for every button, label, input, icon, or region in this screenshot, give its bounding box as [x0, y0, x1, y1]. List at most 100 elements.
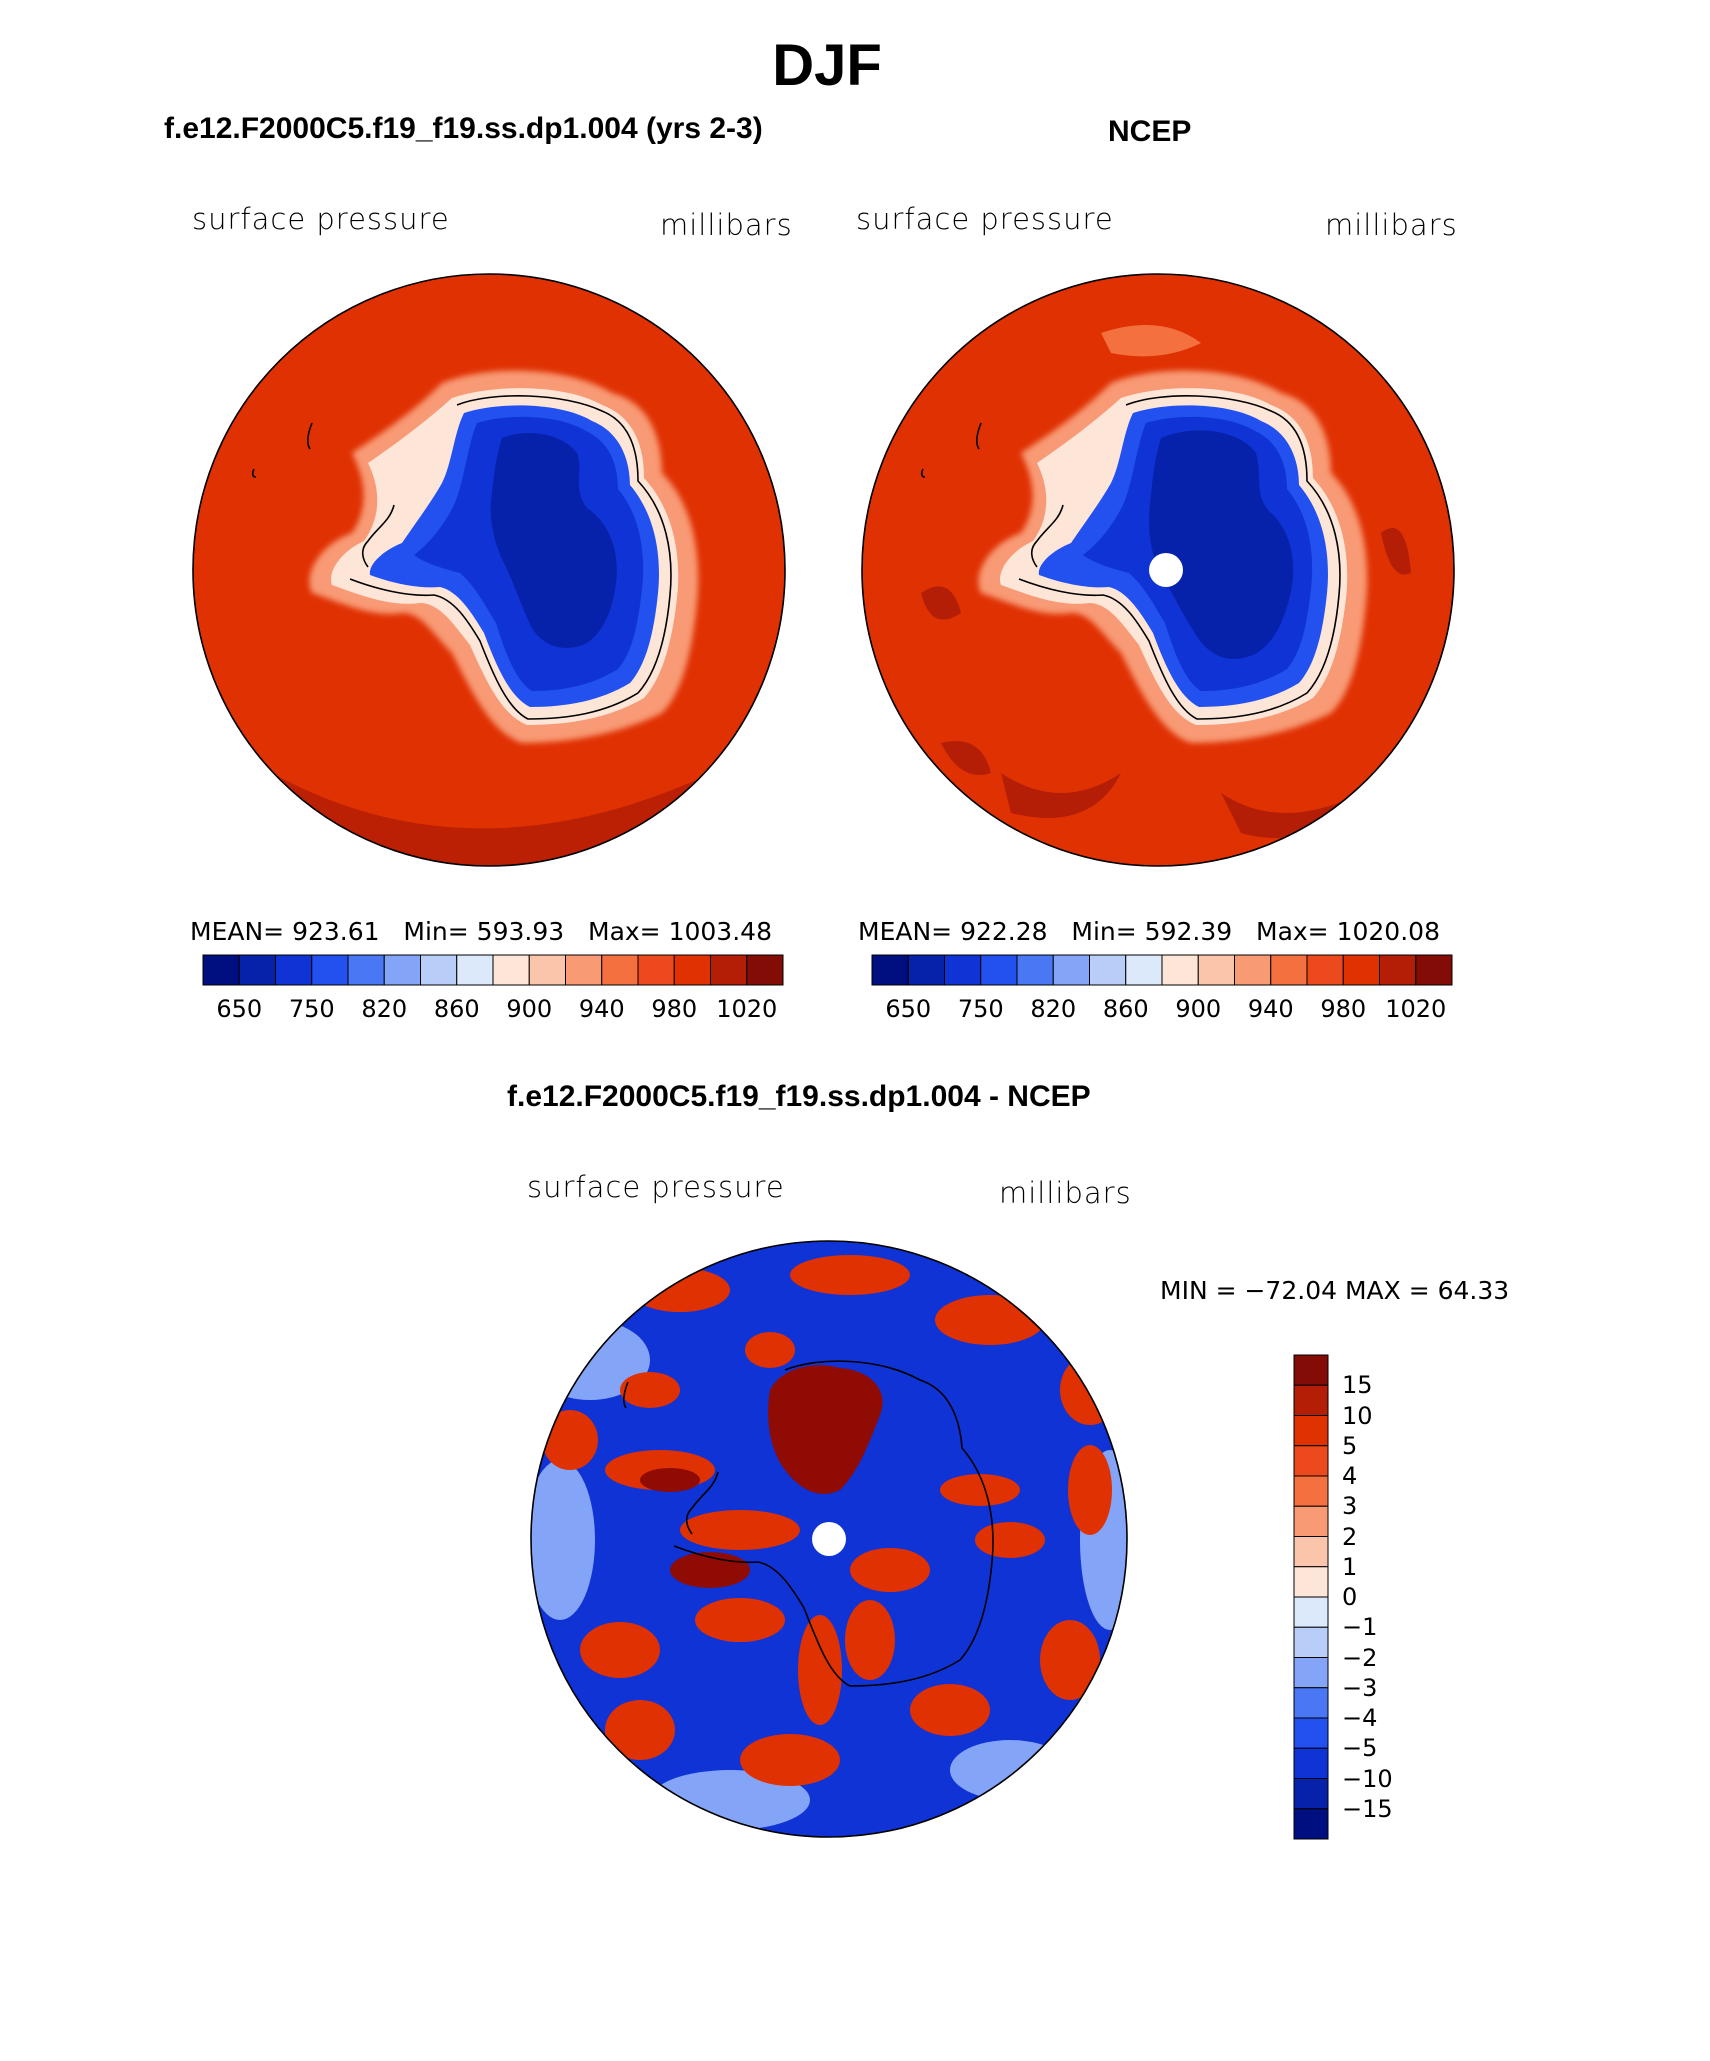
min-value: 593.93	[476, 917, 565, 946]
diff-patch	[695, 1598, 785, 1642]
diff-patch	[605, 1700, 675, 1760]
diff-patch	[975, 1522, 1045, 1558]
diff-patch	[798, 1615, 842, 1725]
colorbar-tick-label: −2	[1342, 1643, 1378, 1672]
colorbar-tick-label: 940	[1247, 995, 1294, 1023]
model-variable-label: surface pressure	[192, 202, 450, 236]
pole-hole	[1149, 553, 1183, 587]
diff-patch	[531, 1460, 595, 1620]
obs-panel-title: NCEP	[1108, 115, 1192, 148]
diff-units-label: millibars	[999, 1176, 1132, 1210]
diff-patch	[740, 1734, 840, 1786]
colorbar-tick-label: 900	[506, 995, 553, 1023]
colorbar-swatch	[456, 954, 494, 986]
diff-patch	[910, 1684, 990, 1736]
colorbar-tick-label: 5	[1342, 1431, 1358, 1460]
max-label: Max=	[1256, 917, 1329, 946]
colorbar-tick-label: −1	[1342, 1613, 1378, 1642]
diff-panel-title: f.e12.F2000C5.f19_f19.ss.dp1.004 - NCEP	[507, 1080, 1091, 1113]
diff-polar-map	[530, 1240, 1128, 1838]
coastline	[920, 395, 1341, 720]
colorbar-swatch	[1052, 954, 1090, 986]
colorbar-swatch	[1293, 1505, 1329, 1537]
colorbar-swatch	[871, 954, 909, 986]
colorbar-tick-label: 4	[1342, 1462, 1358, 1490]
mean-label: MEAN=	[190, 917, 285, 946]
colorbar-swatch	[1293, 1596, 1329, 1628]
colorbar-tick-label: 1020	[1385, 995, 1447, 1023]
figure-title: DJF	[772, 33, 882, 98]
colorbar-swatch	[637, 954, 675, 986]
pole-hole	[812, 1522, 846, 1556]
ocean-dark-patch	[921, 586, 961, 620]
obs-colorbar	[871, 954, 1453, 986]
colorbar-swatch	[1415, 954, 1453, 986]
diff-colorbar-labels: 15 10 5 4 3 2 1 0 −1 −2 −3 −4 −5 −10 −15	[1342, 1355, 1422, 1839]
colorbar-tick-label: −5	[1342, 1734, 1378, 1763]
colorbar-tick-label: 860	[1102, 995, 1149, 1023]
colorbar-tick-label: 3	[1342, 1492, 1358, 1521]
diff-colorbar	[1293, 1354, 1329, 1840]
colorbar-swatch	[1342, 954, 1380, 986]
colorbar-tick-label: 15	[1342, 1371, 1373, 1400]
colorbar-tick-label: 980	[651, 995, 698, 1023]
mean-label: MEAN=	[858, 917, 953, 946]
colorbar-tick-label: 2	[1342, 1522, 1358, 1551]
colorbar-tick-label: 900	[1175, 995, 1222, 1023]
model-panel-title: f.e12.F2000C5.f19_f19.ss.dp1.004 (yrs 2-…	[164, 112, 763, 145]
colorbar-tick-label: 0	[1342, 1583, 1358, 1611]
obs-stats: MEAN= 922.28 Min= 592.39 Max= 1020.08	[858, 917, 1440, 946]
model-polar-map	[192, 273, 786, 867]
colorbar-swatch	[1293, 1566, 1329, 1598]
diff-patch	[620, 1372, 680, 1408]
colorbar-swatch	[601, 954, 639, 986]
antarctica-deep-blue	[1149, 430, 1294, 659]
model-units-label: millibars	[660, 208, 793, 242]
colorbar-swatch	[907, 954, 945, 986]
map-border	[530, 1240, 1128, 1838]
colorbar-swatch	[746, 954, 784, 986]
coastline	[251, 395, 672, 720]
colorbar-swatch	[1293, 1445, 1329, 1477]
colorbar-swatch	[980, 954, 1018, 986]
diff-minmax: MIN = −72.04 MAX = 64.33	[1160, 1276, 1510, 1305]
colorbar-swatch	[1197, 954, 1235, 986]
colorbar-swatch	[1293, 1687, 1329, 1719]
min-label: Min=	[403, 917, 469, 946]
colorbar-swatch	[944, 954, 982, 986]
model-stats: MEAN= 923.61 Min= 593.93 Max= 1003.48	[190, 917, 772, 946]
colorbar-swatch	[1089, 954, 1127, 986]
colorbar-swatch	[1293, 1475, 1329, 1507]
coastline	[623, 1360, 994, 1687]
colorbar-tick-label: 1	[1342, 1552, 1358, 1581]
colorbar-swatch	[1293, 1778, 1329, 1810]
diff-patch	[580, 1622, 660, 1678]
colorbar-swatch	[311, 954, 349, 986]
colorbar-swatch	[492, 954, 530, 986]
diff-patch	[1068, 1445, 1112, 1535]
colorbar-tick-label: −10	[1342, 1764, 1393, 1793]
ocean-dark-patch	[1381, 528, 1411, 575]
diff-patch	[680, 1510, 800, 1550]
diff-patch	[950, 1740, 1070, 1800]
map-border	[192, 273, 786, 867]
colorbar-swatch	[1293, 1626, 1329, 1658]
map-border	[861, 273, 1455, 867]
colorbar-tick-label: 860	[433, 995, 480, 1023]
mean-value: 923.61	[292, 917, 380, 946]
colorbar-tick-label: 940	[578, 995, 625, 1023]
diff-patch	[542, 1410, 598, 1470]
colorbar-swatch	[1379, 954, 1417, 986]
colorbar-swatch	[1293, 1354, 1329, 1386]
colorbar-swatch	[238, 954, 276, 986]
colorbar-swatch	[1270, 954, 1308, 986]
colorbar-swatch	[1293, 1747, 1329, 1779]
colorbar-tick-label: 1020	[716, 995, 778, 1023]
colorbar-tick-label: 10	[1342, 1401, 1373, 1430]
obs-units-label: millibars	[1325, 208, 1458, 242]
colorbar-tick-label: 820	[1030, 995, 1077, 1023]
diff-patch	[845, 1600, 895, 1680]
diff-patch	[640, 1468, 700, 1492]
colorbar-swatch	[1125, 954, 1163, 986]
colorbar-swatch	[1016, 954, 1054, 986]
